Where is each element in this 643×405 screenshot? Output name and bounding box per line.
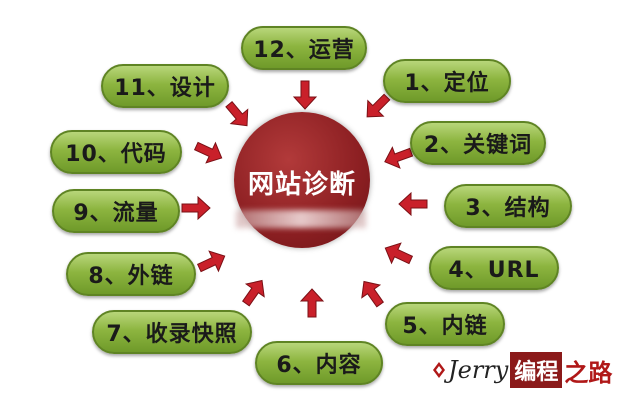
item-design: 11、设计 [101,64,229,108]
item-external-links: 8、外链 [66,252,196,296]
item-internal-links: 5、内链 [385,302,505,346]
item-traffic: 9、流量 [52,189,180,233]
arrow-traffic [181,195,211,221]
arrow-url [384,242,414,265]
item-positioning: 1、定位 [383,59,511,103]
watermark-logo-icon [433,362,445,378]
arrow-keywords [384,146,414,169]
item-content: 6、内容 [255,341,383,385]
center-circle: 网站诊断 [234,112,370,248]
arrow-design [225,100,249,127]
arrow-structure [398,191,428,217]
center-title: 网站诊断 [247,170,356,200]
blurred-subtitle [236,210,366,228]
arrow-internal-links [361,280,385,308]
item-index-snapshot: 7、收录快照 [92,310,252,354]
watermark-en: Jerry [448,356,509,384]
arrow-external-links [196,250,226,273]
arrow-index-snapshot [241,279,265,307]
arrow-content [299,288,325,318]
watermark-cn-box: 编程 [510,352,563,388]
watermark: Jerry 编程 之路 [432,352,612,388]
arrow-code [193,141,223,164]
arrow-positioning [366,93,391,118]
watermark-cn-tail: 之路 [564,358,613,387]
item-code: 10、代码 [50,130,182,174]
item-keywords: 2、关键词 [410,121,546,165]
arrow-operations [292,80,318,110]
item-operations: 12、运营 [241,26,367,70]
item-structure: 3、结构 [444,184,572,228]
item-url: 4、URL [429,246,559,290]
